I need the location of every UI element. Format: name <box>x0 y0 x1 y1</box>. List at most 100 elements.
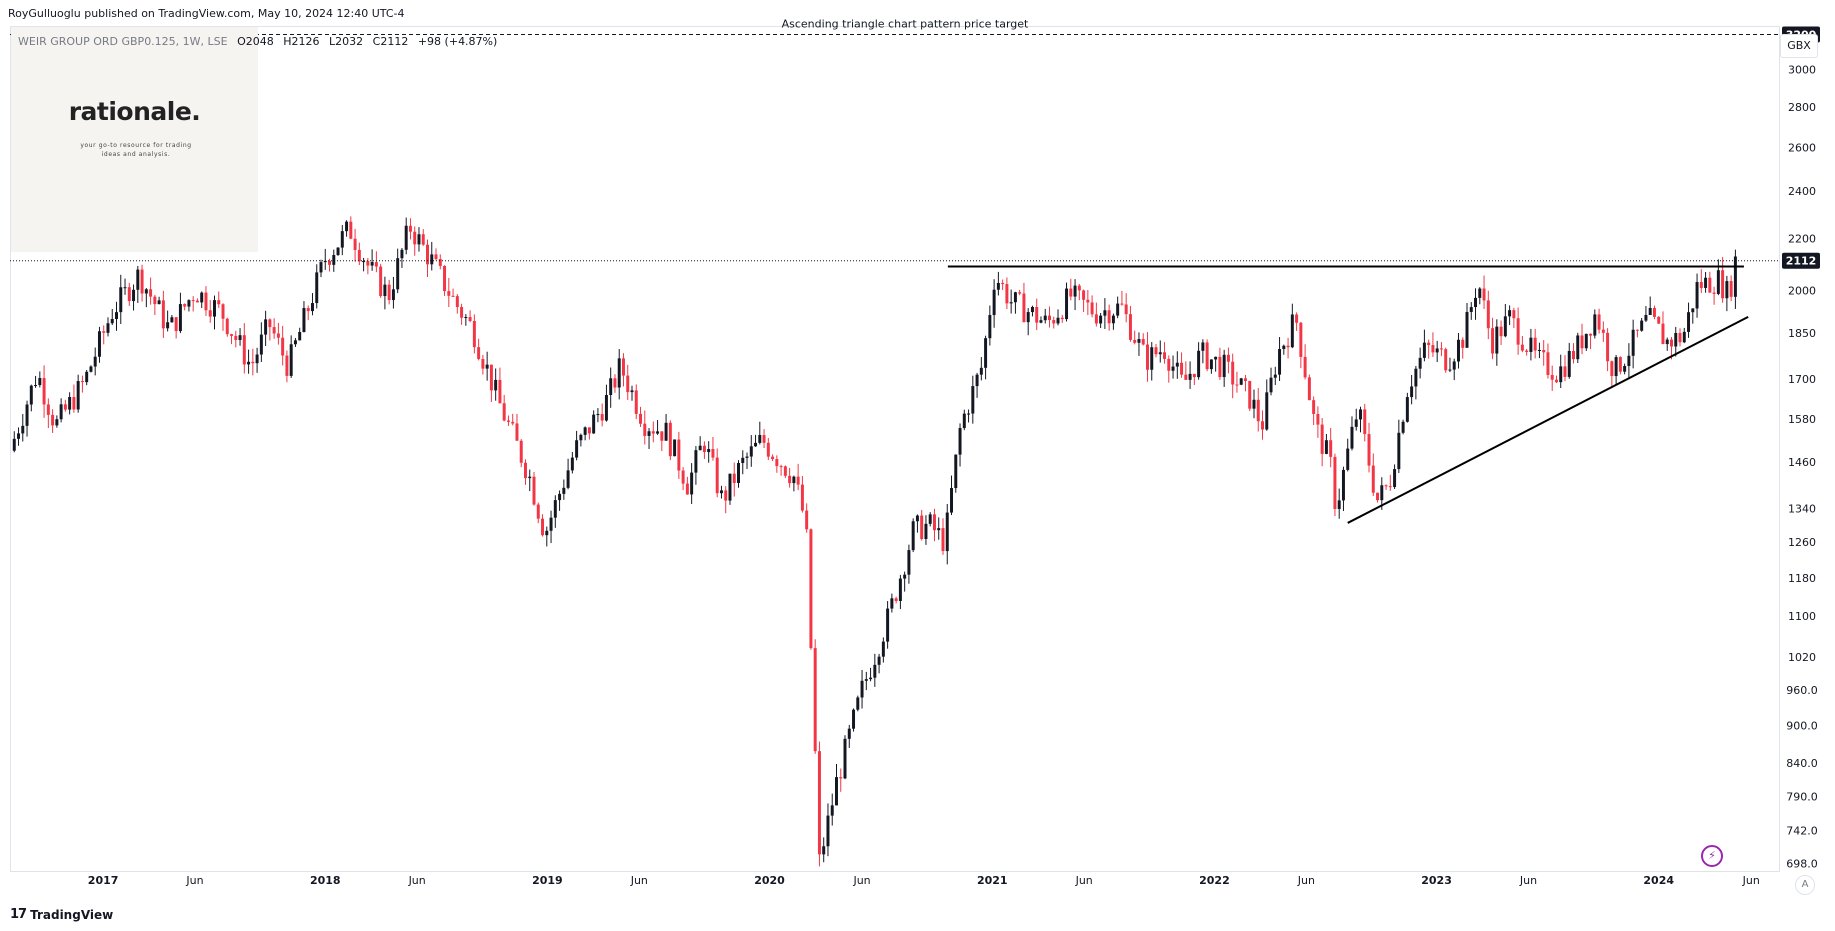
candle-body <box>349 221 353 239</box>
candle-body <box>1491 328 1495 354</box>
candle-body <box>1503 316 1507 337</box>
candle-body <box>852 709 856 729</box>
candle-body <box>617 358 621 388</box>
candle-body <box>950 488 954 513</box>
candle-body <box>345 221 349 232</box>
candle-body <box>468 317 472 321</box>
candle-body <box>443 265 447 292</box>
candle-body <box>1469 307 1473 312</box>
candle-body <box>621 358 625 376</box>
candle-body <box>247 361 251 365</box>
candle-body <box>413 231 417 245</box>
candle-body <box>660 431 664 441</box>
candle-body <box>1388 486 1392 488</box>
candle-body <box>1248 381 1252 409</box>
candle-body <box>1103 310 1107 316</box>
candle-body <box>1405 397 1409 422</box>
chart-pane[interactable] <box>10 26 1780 872</box>
tradingview-footer[interactable]: 17 TradingView <box>10 907 113 922</box>
symbol-legend[interactable]: WEIR GROUP ORD GBP0.125, 1W, LSE O2048 H… <box>18 35 503 48</box>
candle-body <box>447 291 451 296</box>
currency-button[interactable]: GBX <box>1780 34 1818 58</box>
candle-body <box>89 366 93 372</box>
candle-body <box>1346 448 1350 470</box>
candle-body <box>25 404 29 426</box>
candle-body <box>123 287 127 289</box>
candle-body <box>1439 348 1443 350</box>
candle-body <box>404 225 408 250</box>
candle-body <box>745 456 749 458</box>
auto-scale-button[interactable]: A <box>1795 875 1815 895</box>
candle-body <box>1520 344 1524 351</box>
candle-body <box>1508 310 1512 317</box>
candle-body <box>558 493 562 501</box>
candle-body <box>1043 315 1047 321</box>
candle-body <box>600 414 604 421</box>
candle-body <box>383 284 387 297</box>
y-tick-label: 1460 <box>1788 456 1816 469</box>
candle-body <box>319 262 323 273</box>
candle-body <box>1610 361 1614 377</box>
candle-body <box>1077 285 1081 291</box>
candle-body <box>1418 357 1422 369</box>
candle-body <box>979 367 983 375</box>
candle-body <box>528 476 532 479</box>
candle-body <box>732 473 736 484</box>
candle-body <box>1299 322 1303 357</box>
candle-body <box>1333 456 1337 509</box>
candle-body <box>1128 314 1132 340</box>
candle-body <box>634 390 638 414</box>
x-tick-label: Jun <box>852 874 870 887</box>
candle-body <box>592 414 596 434</box>
candle-body <box>1107 310 1111 324</box>
y-tick-label: 1180 <box>1788 572 1816 585</box>
candle-body <box>553 500 557 518</box>
lightning-icon[interactable]: ⚡ <box>1701 845 1723 867</box>
candle-body <box>1516 318 1520 345</box>
candle-body <box>894 598 898 601</box>
candle-body <box>583 427 587 435</box>
candle-body <box>536 504 540 519</box>
y-tick-label: 790.0 <box>1786 790 1818 803</box>
candle-body <box>298 331 302 341</box>
candle-body <box>1303 356 1307 378</box>
candle-body <box>29 385 33 405</box>
candle-body <box>306 308 310 312</box>
candle-body <box>737 463 740 484</box>
candle-body <box>289 344 293 376</box>
x-tick-label: 2018 <box>310 874 341 887</box>
price-target-annotation: Ascending triangle chart pattern price t… <box>782 17 1029 30</box>
candle-body <box>754 442 758 447</box>
candle-body <box>387 284 391 301</box>
candle-body <box>102 331 106 333</box>
candle-body <box>1120 303 1124 305</box>
candle-body <box>898 578 902 601</box>
candle-body <box>132 289 136 302</box>
candle-body <box>932 514 936 531</box>
candle-body <box>587 427 591 434</box>
candle-body <box>1039 320 1043 323</box>
candle-body <box>685 483 689 495</box>
candle-body <box>170 317 174 323</box>
candle-body <box>724 490 728 501</box>
candle-body <box>715 457 719 494</box>
candle-body <box>328 260 332 265</box>
x-tick-label: Jun <box>185 874 203 887</box>
candle-body <box>183 304 187 307</box>
high-value: H2126 <box>283 35 320 48</box>
candle-body <box>1529 337 1533 352</box>
candle-body <box>76 381 80 410</box>
candle-body <box>975 374 979 387</box>
candle-body <box>1231 361 1235 385</box>
candle-body <box>1567 350 1571 377</box>
candle-body <box>1205 342 1209 370</box>
candle-body <box>847 728 851 739</box>
candle-body <box>353 238 357 250</box>
candle-body <box>1652 307 1656 317</box>
candle-body <box>455 296 459 308</box>
y-tick-label: 1700 <box>1788 373 1816 386</box>
candle-body <box>1427 342 1431 346</box>
candle-body <box>34 385 38 387</box>
candle-body <box>1482 288 1486 301</box>
